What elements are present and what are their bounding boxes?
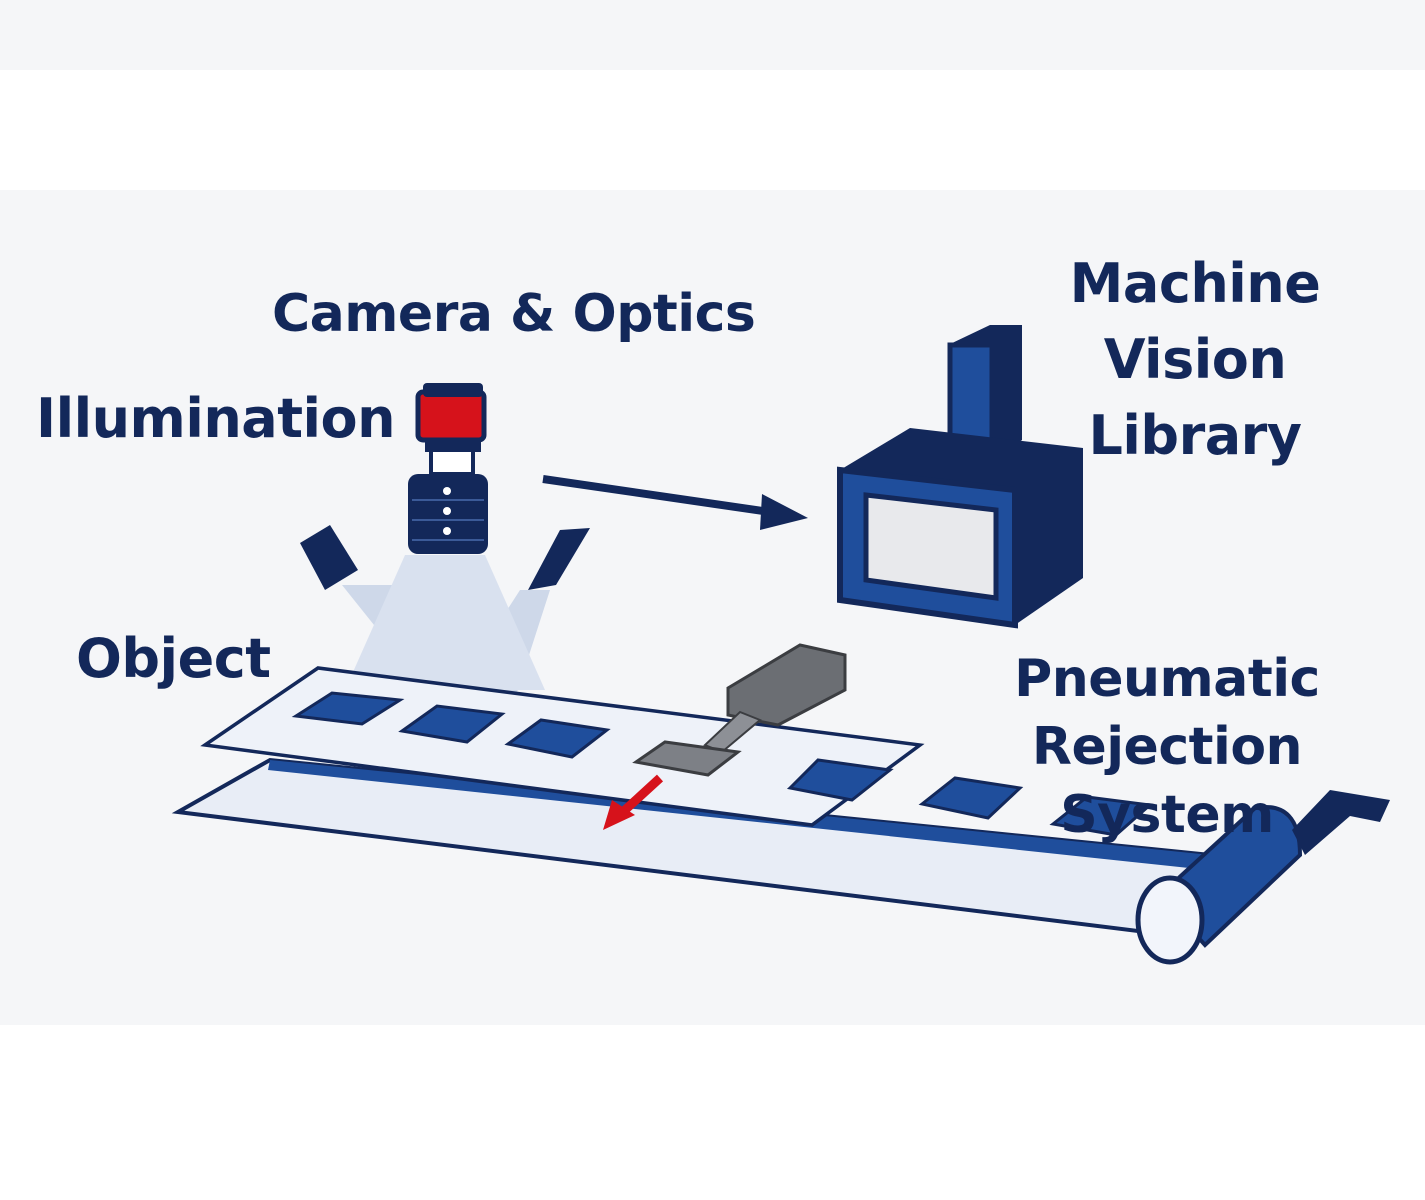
object-label: Object: [76, 627, 271, 690]
object-item: [291, 691, 405, 726]
illumination-label: Illumination: [36, 387, 396, 450]
data-flow-arrow-icon: [542, 475, 808, 530]
reject-arrow-icon: [603, 774, 664, 830]
machine-vision-library-label: Machine Vision Library: [1060, 246, 1330, 474]
object-item: [786, 758, 894, 802]
camera-optics-label: Camera & Optics: [272, 284, 756, 344]
pneumatic-rejection-line-1: Pneumatic: [1014, 649, 1320, 709]
pneumatic-rejection-line-2: Rejection System: [1031, 717, 1303, 845]
illumination-light-left-icon: [300, 525, 358, 590]
object-item: [398, 704, 506, 744]
machine-vision-library-line-2: Vision: [1103, 328, 1287, 391]
object-item: [918, 776, 1024, 820]
top-band: [0, 0, 1425, 70]
illumination-light-right-icon: [528, 528, 590, 590]
conveyor-belt: [171, 666, 1390, 965]
camera-icon: [408, 383, 488, 554]
machine-vision-library-line-3: Library: [1088, 404, 1302, 467]
objects: [291, 691, 1154, 837]
computer-icon: [837, 325, 1083, 629]
machine-vision-library-line-1: Machine: [1069, 252, 1321, 315]
object-item: [1049, 795, 1154, 837]
object-item: [504, 718, 611, 759]
pneumatic-cylinder-icon: [632, 643, 847, 777]
pneumatic-rejection-system-label: Pneumatic Rejection System: [922, 645, 1412, 849]
